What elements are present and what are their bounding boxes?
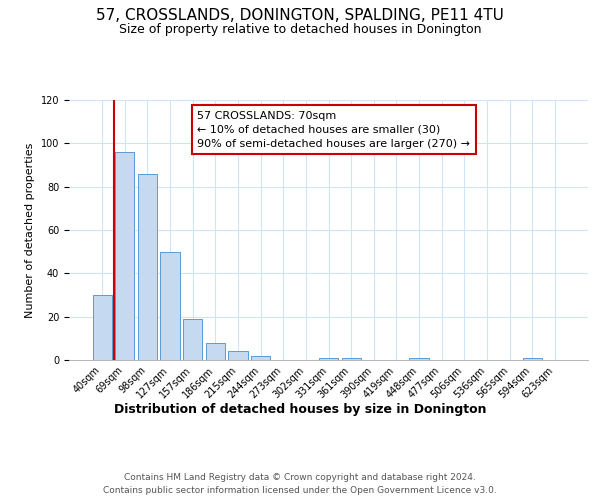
Y-axis label: Number of detached properties: Number of detached properties	[25, 142, 35, 318]
Bar	[319, 358, 338, 360]
Bar	[160, 252, 180, 360]
Bar	[206, 342, 225, 360]
Text: 57 CROSSLANDS: 70sqm
← 10% of detached houses are smaller (30)
90% of semi-detac: 57 CROSSLANDS: 70sqm ← 10% of detached h…	[197, 111, 470, 149]
Text: Size of property relative to detached houses in Donington: Size of property relative to detached ho…	[119, 22, 481, 36]
Bar	[138, 174, 157, 360]
Bar	[115, 152, 134, 360]
Bar	[229, 352, 248, 360]
Bar	[523, 358, 542, 360]
Text: 57, CROSSLANDS, DONINGTON, SPALDING, PE11 4TU: 57, CROSSLANDS, DONINGTON, SPALDING, PE1…	[96, 8, 504, 22]
Bar	[183, 319, 202, 360]
Text: Contains HM Land Registry data © Crown copyright and database right 2024.: Contains HM Land Registry data © Crown c…	[124, 472, 476, 482]
Bar	[251, 356, 270, 360]
Text: Contains public sector information licensed under the Open Government Licence v3: Contains public sector information licen…	[103, 486, 497, 495]
Bar	[92, 295, 112, 360]
Bar	[341, 358, 361, 360]
Bar	[409, 358, 428, 360]
Text: Distribution of detached houses by size in Donington: Distribution of detached houses by size …	[114, 402, 486, 415]
